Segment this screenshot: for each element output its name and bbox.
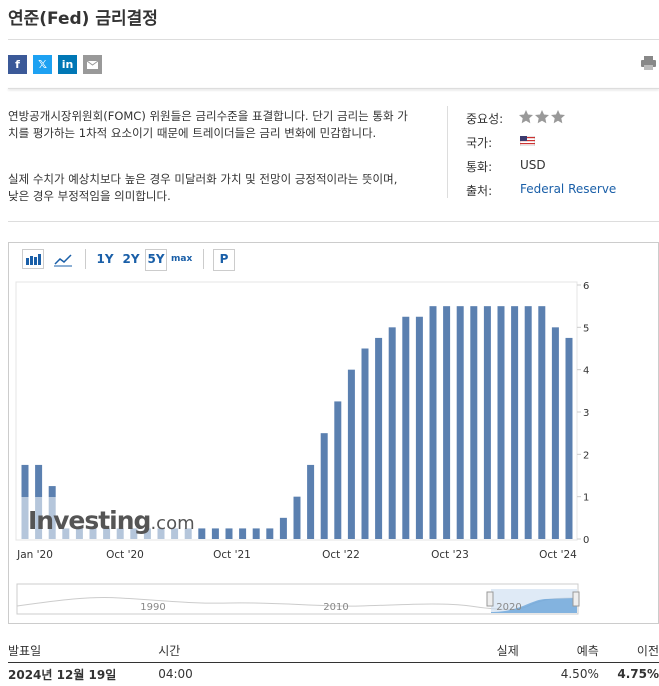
divider [8, 39, 659, 40]
p-button[interactable]: P [213, 249, 235, 271]
y-tick-label: 3 [583, 408, 589, 419]
bar [211, 528, 219, 539]
share-facebook[interactable]: f [8, 55, 27, 74]
y-tick-label: 5 [583, 323, 589, 334]
bar [334, 401, 342, 539]
bar [538, 306, 546, 539]
line-chart-button[interactable] [52, 249, 74, 269]
column-header: 예측 [576, 644, 599, 659]
navigator [16, 583, 579, 615]
separator [203, 249, 204, 269]
bar [375, 337, 383, 539]
share-mail[interactable] [83, 55, 102, 74]
x-tick-label: Oct '24 [539, 549, 577, 561]
divider [8, 88, 659, 89]
info-label: 중요성: [466, 112, 504, 126]
divider [8, 221, 659, 222]
bar [443, 306, 451, 539]
column-header: 실제 [496, 644, 519, 659]
plot-area [15, 281, 578, 541]
column-header: 발표일 [8, 644, 42, 659]
table-cell: 04:00 [158, 667, 193, 682]
range-button[interactable]: 1Y [96, 252, 114, 266]
bar [497, 306, 505, 539]
bar [415, 316, 423, 539]
navigator-label: 2010 [323, 602, 348, 613]
bar [307, 464, 315, 539]
column-header: 이전 [636, 644, 659, 659]
separator [85, 249, 86, 269]
chart: 0 1 2 3 4 5 6 Jan '20 Oct '20 Oct '21 Oct '22 Oct '… [15, 281, 589, 615]
source-link[interactable]: Federal Reserve [520, 182, 617, 196]
y-tick-label: 4 [583, 366, 589, 377]
bar [225, 528, 233, 539]
navigator-area [491, 598, 577, 613]
currency: USD [520, 158, 546, 172]
page-title: 연준(Fed) 금리결정 [8, 9, 158, 29]
watermark-text: Investing [28, 506, 150, 535]
bar [266, 528, 274, 539]
x-tick-label: Oct '23 [431, 549, 469, 561]
bar [565, 337, 573, 539]
y-tick-label: 0 [583, 535, 589, 546]
print-icon[interactable] [641, 56, 656, 70]
bar [320, 433, 328, 539]
navigator-handle[interactable] [486, 591, 494, 607]
range-button[interactable]: 2Y [122, 252, 140, 266]
column-header: 시간 [158, 644, 181, 659]
events-table: 발표일 시간 실제 예측 이전 2024년 12월 19일 04:00 4.50% 4.75% [8, 640, 659, 686]
y-tick-label: 1 [583, 493, 589, 504]
range-button[interactable]: max [171, 254, 193, 264]
us-flag [520, 136, 535, 146]
bar [456, 306, 464, 539]
bar [347, 369, 355, 539]
watermark: Investing.com [28, 506, 195, 535]
bar [429, 306, 437, 539]
bar [483, 306, 491, 539]
table-cell: 4.75% [617, 667, 659, 682]
bar [252, 528, 260, 539]
range-button[interactable]: 5Y [145, 249, 167, 271]
x-tick-label: Oct '22 [322, 549, 360, 561]
bar [293, 496, 301, 539]
bar [402, 316, 410, 539]
info-label: 국가: [466, 136, 493, 150]
table-cell [379, 662, 519, 686]
bar [388, 327, 396, 539]
share-x[interactable]: 𝕏 [33, 55, 52, 74]
navigator-handle[interactable] [572, 591, 580, 607]
bar [198, 528, 206, 539]
info-label: 통화: [466, 160, 493, 174]
bar [279, 517, 287, 539]
bar [239, 528, 247, 539]
watermark-suffix: .com [150, 513, 194, 534]
table-cell: 4.50% [560, 667, 599, 682]
description: 연방공개시장위원회(FOMC) 위원들은 금리수준을 표결합니다. 단기 금리는… [8, 109, 408, 140]
info-label: 출처: [466, 184, 493, 198]
share-linkedin[interactable]: in [58, 55, 77, 74]
description: 실제 수치가 예상치보다 높은 경우 미달러화 가치 및 전망이 긍정적이라는 … [8, 172, 398, 203]
x-tick-label: Oct '20 [106, 549, 144, 561]
navigator-label: 1990 [140, 602, 165, 613]
navigator-label: 2020 [496, 602, 521, 613]
watermark-backdrop [20, 497, 195, 539]
y-tick-label: 2 [583, 450, 589, 461]
separator [447, 106, 448, 198]
x-tick-label: Jan '20 [16, 549, 53, 561]
bar [551, 327, 559, 539]
bar [511, 306, 519, 539]
x-tick-label: Oct '21 [213, 549, 251, 561]
y-tick-label: 6 [583, 281, 589, 292]
bar [470, 306, 478, 539]
bar-chart-button[interactable] [22, 249, 44, 269]
bar [361, 348, 369, 539]
bar [524, 306, 532, 539]
importance-stars [519, 110, 565, 124]
table-cell: 2024년 12월 19일 [8, 667, 117, 682]
